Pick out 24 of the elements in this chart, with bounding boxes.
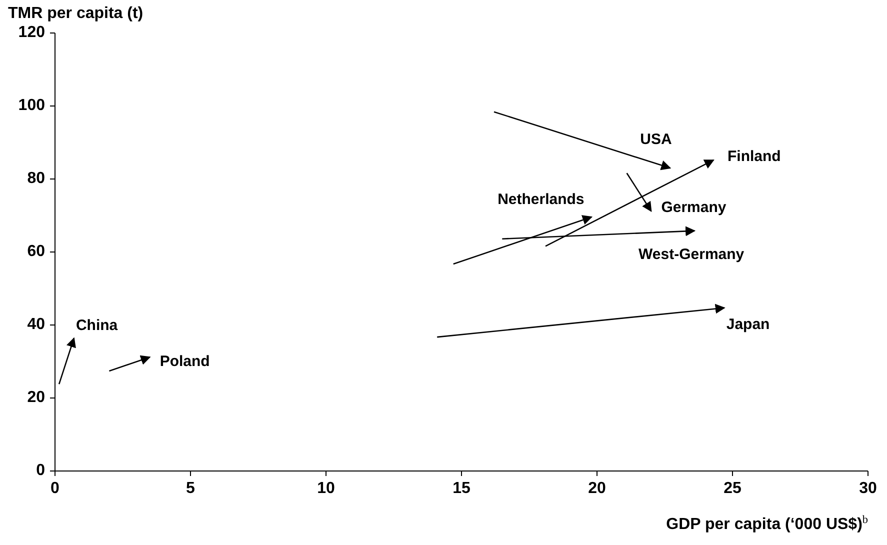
x-tick-label: 30	[859, 480, 877, 497]
x-tick-label: 10	[317, 480, 335, 497]
x-tick-label: 5	[186, 480, 196, 497]
series-label: Poland	[160, 353, 210, 370]
y-tick-label: 80	[27, 170, 46, 188]
x-axis-title: GDP per capita (‘000 US$)$^{b}$	[666, 514, 868, 533]
series-label: China	[76, 317, 118, 334]
y-tick-label: 100	[18, 97, 46, 114]
series-label: Germany	[661, 199, 727, 216]
x-tick-label: 0	[50, 480, 60, 497]
y-axis-title: TMR per capita (t)	[8, 5, 144, 22]
x-tick-label: 20	[588, 480, 606, 497]
series-label: Finland	[728, 148, 781, 165]
x-tick-label: 25	[724, 480, 742, 497]
y-tick-label: 0	[36, 462, 46, 480]
y-tick-label: 40	[27, 316, 46, 334]
series-label: Japan	[726, 316, 770, 333]
series-label: West-Germany	[638, 246, 745, 263]
series-label: USA	[640, 131, 672, 148]
y-tick-label: 60	[27, 243, 46, 260]
series-label: Netherlands	[498, 190, 584, 208]
y-tick-label: 20	[27, 389, 46, 406]
y-tick-label: 120	[18, 24, 46, 42]
x-tick-label: 15	[452, 480, 470, 497]
